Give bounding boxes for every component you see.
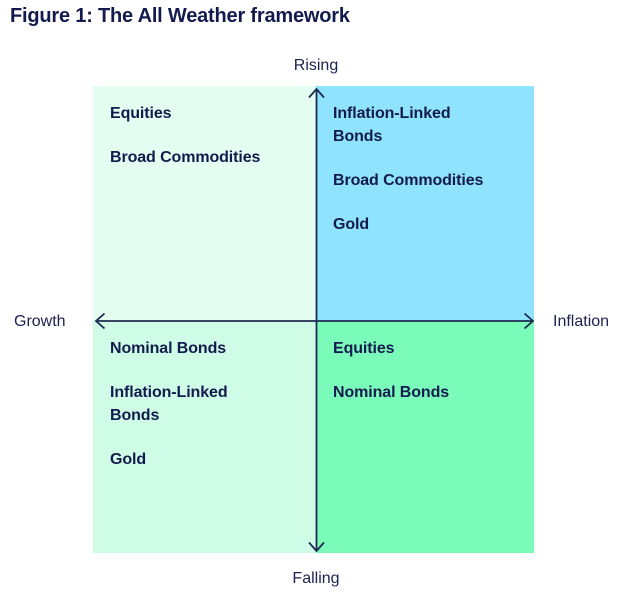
asset-label: Inflation-Linked Bonds [110,384,228,424]
quadrant-falling-growth: Nominal Bonds Inflation-Linked Bonds Gol… [93,321,316,553]
quadrant-grid: Equities Broad Commodities Inflation-Lin… [93,86,534,553]
asset-label: Equities [110,105,172,122]
quadrant-falling-inflation: Equities Nominal Bonds [316,321,534,553]
quadrant-rising-growth: Equities Broad Commodities [93,86,316,321]
asset-label: Equities [333,340,395,357]
axis-label-growth: Growth [14,313,66,330]
asset-label: Nominal Bonds [333,384,450,401]
axis-label-falling: Falling [292,570,340,587]
asset-label: Broad Commodities [110,149,261,166]
asset-label: Nominal Bonds [110,340,227,357]
quadrant-rising-inflation: Inflation-Linked Bonds Broad Commodities… [316,86,534,321]
asset-label: Inflation-Linked Bonds [333,105,451,145]
axis-label-inflation: Inflation [553,313,610,330]
asset-label: Broad Commodities [333,172,484,189]
asset-label: Gold [110,451,147,468]
axis-label-rising: Rising [293,57,339,74]
asset-label: Gold [333,216,370,233]
figure-title: Figure 1: The All Weather framework [10,5,350,27]
